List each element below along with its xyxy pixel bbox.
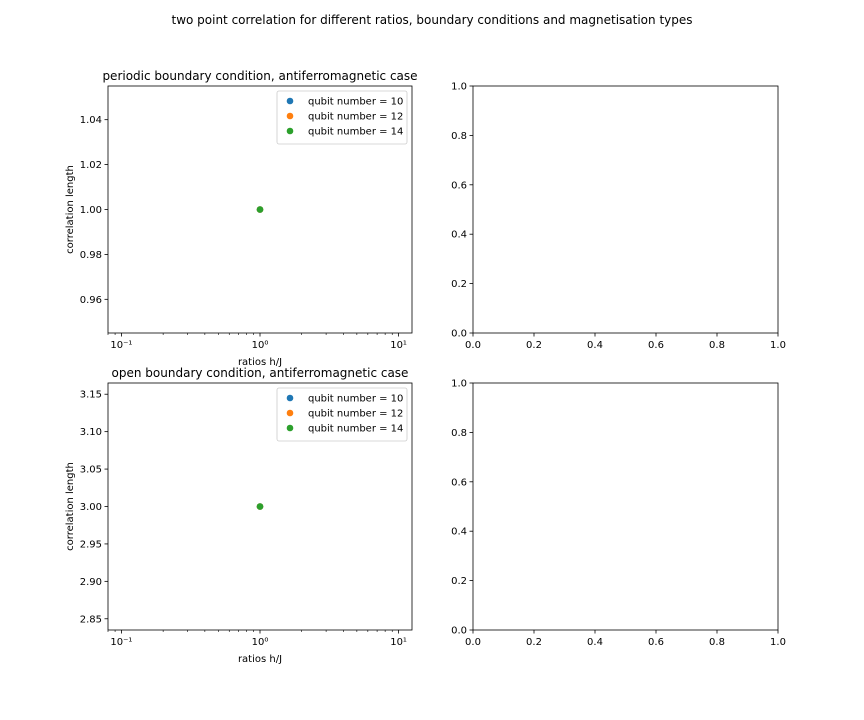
bottom-left-legend-marker bbox=[286, 394, 294, 402]
top-left-legend-marker bbox=[286, 97, 294, 105]
figure-suptitle: two point correlation for different rati… bbox=[171, 13, 692, 27]
bottom-right-x-tick-label: 0.6 bbox=[648, 637, 664, 648]
bottom-right-x-tick-label: 0.4 bbox=[587, 637, 603, 648]
bottom-left-axes: 10⁻¹ 10⁰ 10¹ 2.85 2.90 2.95 3.00 3.05 3.10 3.15 op… bbox=[65, 366, 413, 665]
bottom-left-data-point bbox=[256, 503, 264, 510]
top-right-y-tick-label: 0.2 bbox=[451, 279, 467, 290]
top-right-plot-frame bbox=[472, 85, 779, 334]
bottom-left-x-tick-label: 10¹ bbox=[390, 637, 407, 648]
top-left-x-minor-ticks bbox=[107, 333, 393, 335]
top-right-x-tick-label: 0.0 bbox=[465, 340, 481, 351]
bottom-right-y-tick-label: 1.0 bbox=[451, 379, 467, 390]
bottom-left-x-tick-label: 10⁰ bbox=[252, 637, 269, 648]
top-left-legend-label: qubit number = 10 bbox=[308, 97, 403, 108]
top-right-y-tick-label: 0.4 bbox=[451, 230, 467, 241]
top-left-y-tick-label: 1.02 bbox=[80, 160, 102, 171]
bottom-right-y-tick-label: 0.4 bbox=[451, 527, 467, 538]
bottom-right-y-tick-label: 0.8 bbox=[451, 428, 467, 439]
top-right-y-tick-label: 0.8 bbox=[451, 131, 467, 142]
bottom-right-x-tick-label: 0.8 bbox=[709, 637, 725, 648]
bottom-right-y-tick-label: 0.2 bbox=[451, 576, 467, 587]
bottom-left-y-tick-label: 2.95 bbox=[80, 539, 102, 550]
bottom-left-y-tick-label: 3.10 bbox=[80, 427, 102, 438]
bottom-left-x-minor-ticks bbox=[107, 630, 393, 632]
bottom-left-legend-marker bbox=[286, 424, 294, 432]
top-left-y-tick-label: 0.98 bbox=[80, 250, 102, 261]
bottom-right-axes: 0.0 0.2 0.4 0.6 0.8 1.0 0.0 0.2 0.4 0.6 0.8 1.0 bbox=[451, 379, 786, 649]
bottom-left-y-tick-label: 3.00 bbox=[80, 502, 102, 513]
top-left-legend-marker bbox=[286, 127, 294, 135]
top-left-title: periodic boundary condition, antiferroma… bbox=[102, 69, 417, 83]
bottom-left-y-tick-label: 3.05 bbox=[80, 465, 102, 476]
bottom-right-x-tick-label: 0.2 bbox=[526, 637, 542, 648]
bottom-right-x-tick-label: 0.0 bbox=[465, 637, 481, 648]
bottom-left-legend-label: qubit number = 14 bbox=[308, 424, 403, 435]
top-right-x-tick-label: 0.6 bbox=[648, 340, 664, 351]
top-left-axes: 10⁻¹ 10⁰ 10¹ 0.96 0.98 1.00 1.02 1.04 periodic b… bbox=[65, 69, 418, 368]
bottom-left-legend-label: qubit number = 12 bbox=[308, 409, 403, 420]
bottom-left-legend-label: qubit number = 10 bbox=[308, 394, 403, 405]
top-left-legend-box bbox=[276, 90, 408, 145]
top-left-legend-label: qubit number = 12 bbox=[308, 112, 403, 123]
top-right-axes: 0.0 0.2 0.4 0.6 0.8 1.0 0.0 0.2 0.4 0.6 0.8 1.0 bbox=[451, 82, 786, 352]
bottom-left-title: open boundary condition, antiferromagnet… bbox=[112, 366, 409, 380]
top-left-legend-marker bbox=[286, 112, 294, 120]
bottom-left-x-tick-label: 10⁻¹ bbox=[110, 637, 132, 648]
bottom-left-y-axis-label: correlation length bbox=[65, 462, 76, 551]
bottom-left-legend-marker bbox=[286, 409, 294, 417]
top-left-x-tick-label: 10¹ bbox=[390, 340, 407, 351]
top-left-y-tick-label: 1.00 bbox=[80, 205, 102, 216]
top-right-x-tick-label: 0.2 bbox=[526, 340, 542, 351]
top-left-y-tick-label: 1.04 bbox=[80, 115, 102, 126]
top-right-x-tick-label: 1.0 bbox=[770, 340, 786, 351]
bottom-right-y-tick-label: 0.0 bbox=[451, 626, 467, 637]
top-left-x-axis-label: ratios h/J bbox=[238, 357, 282, 368]
top-right-y-tick-label: 0.6 bbox=[451, 180, 467, 191]
bottom-left-y-tick-label: 3.15 bbox=[80, 390, 102, 401]
bottom-right-plot-frame bbox=[472, 382, 779, 631]
top-right-y-tick-label: 1.0 bbox=[451, 82, 467, 93]
top-left-legend-label: qubit number = 14 bbox=[308, 127, 403, 138]
top-right-x-tick-label: 0.4 bbox=[587, 340, 603, 351]
top-left-y-axis-label: correlation length bbox=[65, 165, 76, 254]
bottom-left-legend: qubit number = 10 qubit number = 12 qubit … bbox=[276, 387, 408, 442]
bottom-left-y-tick-label: 2.85 bbox=[80, 614, 102, 625]
bottom-left-x-axis-label: ratios h/J bbox=[238, 654, 282, 665]
bottom-left-y-tick-label: 2.90 bbox=[80, 577, 102, 588]
top-left-data-point bbox=[256, 206, 264, 213]
bottom-right-x-tick-label: 1.0 bbox=[770, 637, 786, 648]
top-left-legend: qubit number = 10 qubit number = 12 qubit … bbox=[276, 90, 408, 145]
bottom-right-y-tick-label: 0.6 bbox=[451, 477, 467, 488]
top-left-x-tick-label: 10⁻¹ bbox=[110, 340, 132, 351]
top-right-y-tick-label: 0.0 bbox=[451, 329, 467, 340]
top-right-x-tick-label: 0.8 bbox=[709, 340, 725, 351]
bottom-left-legend-box bbox=[276, 387, 408, 442]
top-left-y-tick-label: 0.96 bbox=[80, 295, 102, 306]
top-left-x-tick-label: 10⁰ bbox=[252, 340, 269, 351]
